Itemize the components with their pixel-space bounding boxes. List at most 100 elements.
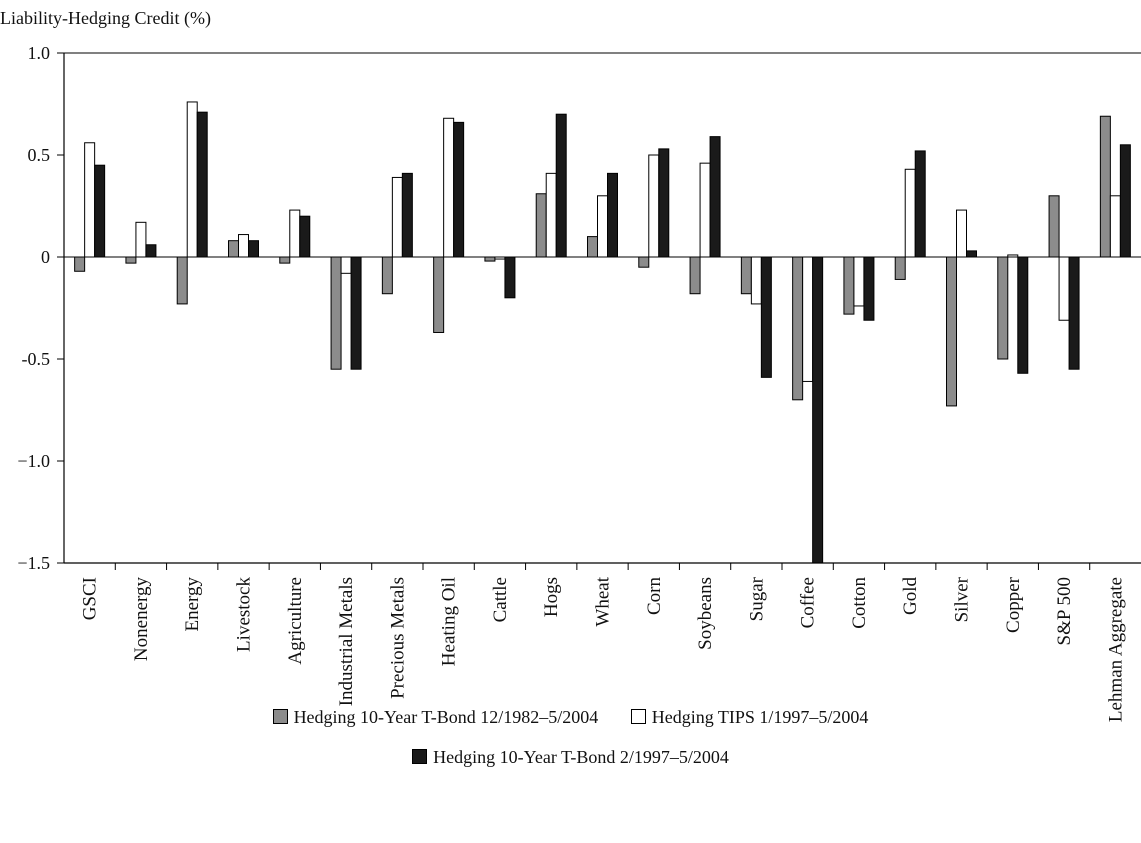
x-tick-label-soybeans: Soybeans	[695, 577, 716, 650]
y-axis-label: Liability-Hedging Credit (%)	[0, 8, 211, 29]
legend-label-tips: Hedging TIPS 1/1997–5/2004	[651, 707, 869, 727]
legend-item-tbond-1982: Hedging 10-Year T-Bond 12/1982–5/2004	[272, 706, 598, 728]
bar-gsci-tips	[84, 142, 96, 258]
bar-gsci-tbond-1982	[74, 256, 86, 272]
bar-industrial-metals-tips	[340, 256, 352, 274]
bar-energy-tbond-1982	[176, 256, 188, 305]
x-tick-label-wheat: Wheat	[593, 576, 614, 626]
bars-layer	[74, 101, 1131, 564]
bar-gold-tips	[904, 168, 916, 258]
x-tick-label-corn: Corn	[644, 577, 665, 616]
bar-livestock-tbond-1997	[248, 240, 259, 258]
bar-lehman-aggregate-tbond-1982	[1099, 115, 1111, 258]
bar-agriculture-tbond-1997	[299, 215, 311, 258]
bar-coffee-tbond-1997	[812, 256, 824, 564]
y-tick-label: -0.5	[22, 349, 51, 369]
bar-energy-tbond-1997	[196, 111, 208, 258]
bar-heating-oil-tips	[443, 117, 455, 258]
x-tick-label-energy: Energy	[182, 577, 203, 632]
bar-nonenergy-tips	[135, 221, 147, 258]
bar-heating-oil-tbond-1997	[453, 121, 465, 258]
bar-coffee-tbond-1982	[792, 256, 804, 401]
bar-sugar-tbond-1982	[740, 256, 752, 295]
bar-hogs-tbond-1997	[555, 113, 567, 258]
bar-corn-tbond-1997	[658, 148, 670, 258]
x-tick-label-coffee: Coffee	[798, 577, 819, 628]
x-tick-label-nonenergy: Nonenergy	[131, 577, 152, 662]
bar-corn-tips	[648, 154, 660, 258]
bar-cotton-tbond-1982	[843, 256, 855, 315]
bar-precious-metals-tbond-1997	[401, 172, 413, 258]
x-tick-label-silver: Silver	[952, 576, 973, 622]
y-tick-label: 1.0	[28, 43, 51, 63]
bar-gold-tbond-1997	[914, 150, 926, 258]
bar-silver-tbond-1982	[946, 256, 957, 407]
bar-cotton-tips	[853, 256, 865, 307]
bar-energy-tips	[186, 101, 198, 258]
y-tick-label: −1.0	[17, 451, 50, 471]
x-tick-label-heating-oil: Heating Oil	[439, 577, 460, 666]
axes-layer	[63, 52, 1141, 564]
x-tick-label-lehman-aggregate: Lehman Aggregate	[1105, 577, 1126, 722]
legend-swatch-gray	[272, 709, 288, 724]
bar-industrial-metals-tbond-1997	[350, 256, 362, 370]
bar-lehman-aggregate-tips	[1109, 195, 1121, 258]
bar-livestock-tbond-1982	[228, 240, 239, 258]
bar-copper-tbond-1982	[997, 256, 1009, 360]
legend-item-tbond-1997: Hedging 10-Year T-Bond 2/1997–5/2004	[412, 746, 729, 768]
bar-precious-metals-tbond-1982	[381, 256, 393, 295]
x-tick-label-industrial-metals: Industrial Metals	[336, 577, 357, 706]
bar-soybeans-tbond-1982	[689, 256, 701, 295]
bar-heating-oil-tbond-1982	[433, 256, 445, 333]
bar-copper-tbond-1997	[1017, 256, 1029, 374]
x-tick-label-s-p-500: S&P 500	[1054, 577, 1075, 645]
bar-cattle-tbond-1982	[484, 256, 496, 262]
x-tick-label-copper: Copper	[1003, 576, 1024, 633]
legend-row-1: Hedging 10-Year T-Bond 12/1982–5/2004 He…	[0, 706, 1141, 728]
bar-s-p-500-tips	[1058, 256, 1070, 321]
ticks-layer: 1.0 0.5 0 -0.5 −1.0 −1.5 GSCI Nonenergy Energy Li…	[17, 43, 1126, 722]
bar-silver-tbond-1997	[966, 250, 977, 258]
y-tick-label: −1.5	[17, 553, 50, 573]
bar-s-p-500-tbond-1997	[1068, 256, 1080, 370]
bar-cotton-tbond-1997	[863, 256, 875, 321]
x-tick-label-precious-metals: Precious Metals	[387, 577, 408, 699]
legend-swatch-white	[630, 709, 646, 724]
bar-nonenergy-tbond-1982	[125, 256, 137, 264]
bar-livestock-tips	[238, 234, 249, 258]
bar-wheat-tips	[597, 195, 608, 258]
bar-soybeans-tips	[699, 162, 711, 258]
bar-precious-metals-tips	[391, 176, 403, 258]
bar-coffee-tips	[802, 256, 814, 382]
x-tick-label-hogs: Hogs	[541, 577, 562, 617]
legend-label-tbond-1997: Hedging 10-Year T-Bond 2/1997–5/2004	[433, 747, 729, 767]
bar-nonenergy-tbond-1997	[145, 244, 157, 258]
bar-wheat-tbond-1982	[587, 236, 598, 258]
legend-row-2: Hedging 10-Year T-Bond 2/1997–5/2004	[0, 746, 1141, 768]
x-tick-label-agriculture: Agriculture	[285, 577, 306, 665]
bar-industrial-metals-tbond-1982	[330, 256, 342, 370]
x-tick-label-livestock: Livestock	[234, 577, 255, 652]
y-tick-label: 0.5	[28, 145, 51, 165]
x-tick-label-cotton: Cotton	[849, 577, 870, 629]
bar-lehman-aggregate-tbond-1997	[1119, 144, 1131, 258]
bar-cattle-tbond-1997	[504, 256, 516, 299]
legend-item-tips: Hedging TIPS 1/1997–5/2004	[630, 706, 869, 728]
bar-silver-tips	[956, 209, 967, 258]
bar-sugar-tbond-1997	[760, 256, 772, 378]
bar-sugar-tips	[750, 256, 762, 305]
bar-soybeans-tbond-1997	[709, 136, 721, 258]
bar-wheat-tbond-1997	[607, 172, 618, 258]
bar-gold-tbond-1982	[894, 256, 906, 280]
bar-agriculture-tips	[289, 209, 301, 258]
x-tick-label-gsci: GSCI	[80, 577, 101, 620]
bar-gsci-tbond-1997	[94, 164, 106, 258]
x-tick-label-sugar: Sugar	[746, 576, 767, 621]
x-tick-label-cattle: Cattle	[490, 577, 511, 622]
bar-corn-tbond-1982	[638, 256, 650, 268]
y-tick-label: 0	[41, 247, 50, 267]
bar-agriculture-tbond-1982	[279, 256, 291, 264]
bar-hogs-tips	[545, 172, 557, 258]
bar-hogs-tbond-1982	[535, 193, 547, 258]
bar-s-p-500-tbond-1982	[1048, 195, 1060, 258]
